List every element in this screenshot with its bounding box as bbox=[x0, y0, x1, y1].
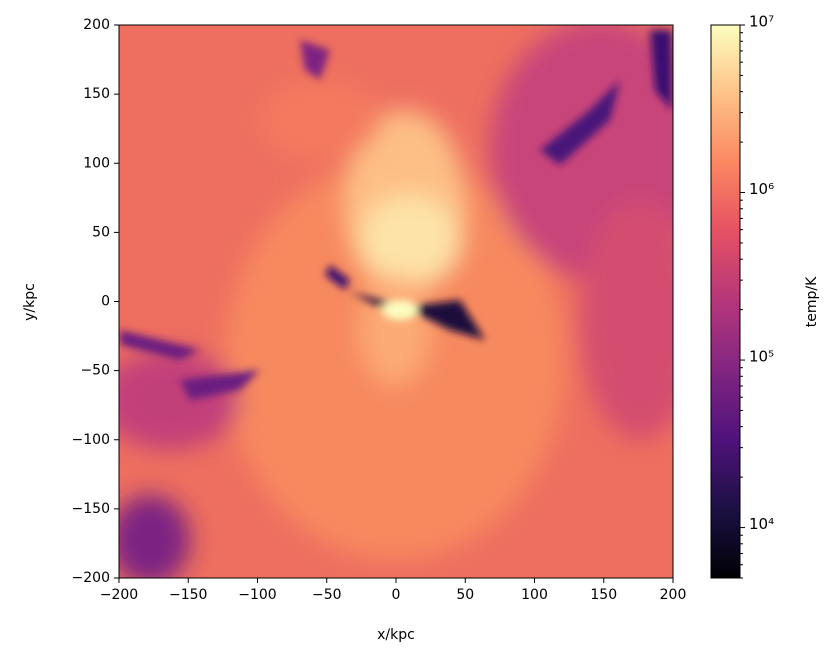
x-axis-label: x/kpc bbox=[377, 627, 415, 643]
x-tick-label: 100 bbox=[521, 587, 548, 603]
y-tick-label: 100 bbox=[83, 155, 110, 171]
y-axis-label: y/kpc bbox=[22, 283, 38, 321]
x-tick-label: 50 bbox=[456, 587, 474, 603]
colorbar bbox=[710, 24, 741, 579]
temperature-field bbox=[119, 25, 673, 578]
colorbar-tick-label: 10⁷ bbox=[749, 13, 774, 31]
colorbar-tick-label: 10⁶ bbox=[749, 180, 774, 198]
y-tick-label: −150 bbox=[72, 501, 110, 517]
colorbar-label: temp/K bbox=[804, 276, 820, 327]
x-tick-label: 200 bbox=[660, 587, 687, 603]
colorbar-tick-label: 10⁴ bbox=[749, 515, 774, 533]
y-tick-label: 200 bbox=[83, 17, 110, 33]
x-tick-label: −100 bbox=[238, 587, 276, 603]
y-tick-label: −50 bbox=[80, 363, 110, 379]
x-tick-label: 150 bbox=[590, 587, 617, 603]
x-tick-label: 0 bbox=[392, 587, 401, 603]
y-tick-label: 50 bbox=[92, 224, 110, 240]
x-tick-label: −200 bbox=[100, 587, 138, 603]
y-tick-label: 150 bbox=[83, 86, 110, 102]
y-tick-label: −200 bbox=[72, 570, 110, 586]
y-tick-label: 0 bbox=[101, 294, 110, 310]
x-tick-label: −150 bbox=[169, 587, 207, 603]
y-tick-label: −100 bbox=[72, 432, 110, 448]
colorbar-tick-label: 10⁵ bbox=[749, 348, 774, 366]
x-tick-label: −50 bbox=[312, 587, 342, 603]
